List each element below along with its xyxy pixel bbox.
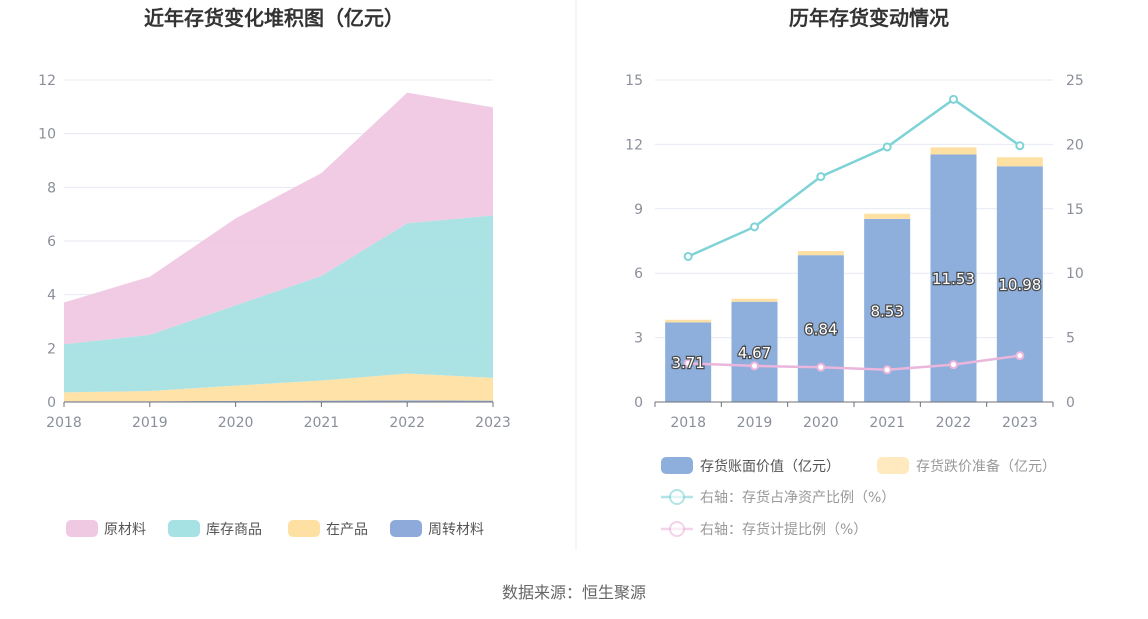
bar-value-label: 8.53 [870, 302, 903, 320]
bar-right-tick-label: 25 [1066, 73, 1084, 89]
area-y-tick-label: 6 [47, 234, 56, 250]
area-legend-swatch [66, 520, 98, 537]
bar-impairment-provision [930, 147, 977, 155]
line-legend-label-0: 右轴：存货占净资产比例（%） [700, 489, 895, 506]
area-legend-label: 原材料 [104, 522, 146, 538]
area-legend-swatch [168, 520, 200, 537]
area-x-tick-label: 2018 [46, 415, 82, 431]
bar-impairment-provision [864, 213, 911, 219]
bar-left-tick-label: 12 [625, 137, 643, 153]
bar-chart-axes: 2018 2019 2020 2021 2022 2023 [654, 401, 1054, 431]
bar-x-tick-label: 2020 [803, 415, 839, 431]
bar-book-value [731, 301, 778, 402]
area-x-tick-label: 2019 [132, 415, 168, 431]
area-layer-1 [64, 373, 493, 402]
area-legend-label: 库存商品 [206, 522, 262, 538]
bar-x-tick-label: 2022 [936, 415, 972, 431]
area-x-tick-label: 2020 [218, 415, 254, 431]
bar-legend-swatch-book [661, 457, 693, 474]
bar-right-tick-label: 15 [1066, 202, 1084, 218]
bar-right-tick-label: 0 [1066, 395, 1075, 411]
area-y-tick-label: 12 [38, 73, 56, 89]
line-point-0 [683, 251, 693, 261]
line-point-1 [683, 358, 693, 368]
line-point-1 [882, 365, 892, 375]
bar-impairment-provision [797, 251, 844, 256]
area-chart-legend: 原材料 库存商品 在产品 周转材料 [66, 520, 484, 538]
bar-right-tick-label: 20 [1066, 137, 1084, 153]
area-y-tick-label: 0 [47, 395, 56, 411]
area-x-tick-label: 2021 [304, 415, 340, 431]
line-point-0 [949, 94, 958, 104]
bar-book-value [797, 255, 844, 402]
bar-chart-grid: 0 3 6 9 12 15 0 5 10 15 20 25 [625, 73, 1084, 411]
line-point-0 [1015, 141, 1025, 151]
bar-x-tick-label: 2021 [869, 415, 905, 431]
bar-right-tick-label: 5 [1066, 331, 1075, 347]
area-y-tick-label: 10 [38, 127, 56, 143]
area-legend-label: 在产品 [326, 522, 368, 538]
area-chart-title: 近年存货变化堆积图（亿元） [144, 6, 404, 30]
bar-chart-lines [683, 94, 1025, 375]
area-x-tick-label: 2022 [389, 415, 425, 431]
line-point-1 [949, 360, 958, 370]
line-legend-marker-1 [669, 521, 685, 537]
bar-value-label: 11.53 [932, 270, 975, 288]
area-y-tick-label: 4 [47, 288, 56, 304]
area-chart-axes: 2018 2019 2020 2021 2022 2023 [46, 401, 511, 431]
bar-book-value [996, 166, 1043, 402]
line-point-1 [816, 362, 826, 372]
bar-value-label: 3.71 [671, 354, 704, 372]
area-chart-layers [64, 92, 493, 402]
area-legend-label: 周转材料 [428, 522, 484, 538]
bar-left-tick-label: 0 [634, 395, 643, 411]
bar-value-label: 4.67 [738, 344, 771, 362]
bar-value-label: 6.84 [804, 321, 837, 339]
bar-left-tick-label: 9 [634, 202, 643, 218]
bar-x-tick-label: 2019 [737, 415, 773, 431]
line-series-0 [687, 97, 1021, 258]
line-point-0 [750, 222, 759, 232]
bar-impairment-provision [731, 298, 778, 302]
bar-value-label: 10.98 [998, 276, 1041, 294]
line-series-1 [688, 354, 1021, 372]
area-x-tick-label: 2023 [475, 415, 511, 431]
bar-x-tick-label: 2018 [670, 415, 706, 431]
area-y-tick-label: 8 [47, 180, 56, 196]
area-legend-swatch [390, 520, 422, 537]
bar-left-tick-label: 15 [625, 73, 643, 89]
line-point-1 [1015, 351, 1025, 361]
area-y-tick-label: 2 [47, 341, 56, 357]
line-legend-marker-0 [669, 489, 685, 505]
area-layer-2 [64, 215, 493, 393]
line-legend-label-1: 右轴：存货计提比例（%） [700, 521, 867, 538]
bar-right-tick-label: 10 [1066, 266, 1084, 282]
bar-left-tick-label: 6 [634, 266, 643, 282]
bar-chart-legend: 存货账面价值（亿元） 存货跌价准备（亿元） 右轴：存货占净资产比例（%） 右轴：存货计… [661, 457, 1056, 538]
bar-legend-label-book: 存货账面价值（亿元） [700, 458, 840, 475]
area-legend-swatch [288, 520, 320, 537]
data-source-footer: 数据来源：恒生聚源 [502, 583, 646, 602]
bar-legend-swatch-provision [877, 457, 909, 474]
line-point-0 [882, 142, 892, 152]
line-point-0 [816, 172, 826, 182]
bar-legend-label-provision: 存货跌价准备（亿元） [916, 458, 1056, 475]
bar-chart-title: 历年存货变动情况 [789, 6, 949, 30]
bar-impairment-provision [996, 157, 1043, 167]
bar-left-tick-label: 3 [634, 331, 643, 347]
bar-chart-labels: 3.71 4.67 6.84 8.53 11.53 10.98 [670, 269, 1042, 373]
bar-impairment-provision [665, 319, 712, 323]
area-layer-3 [64, 92, 493, 345]
bar-x-tick-label: 2023 [1002, 415, 1038, 431]
line-point-1 [750, 361, 759, 371]
